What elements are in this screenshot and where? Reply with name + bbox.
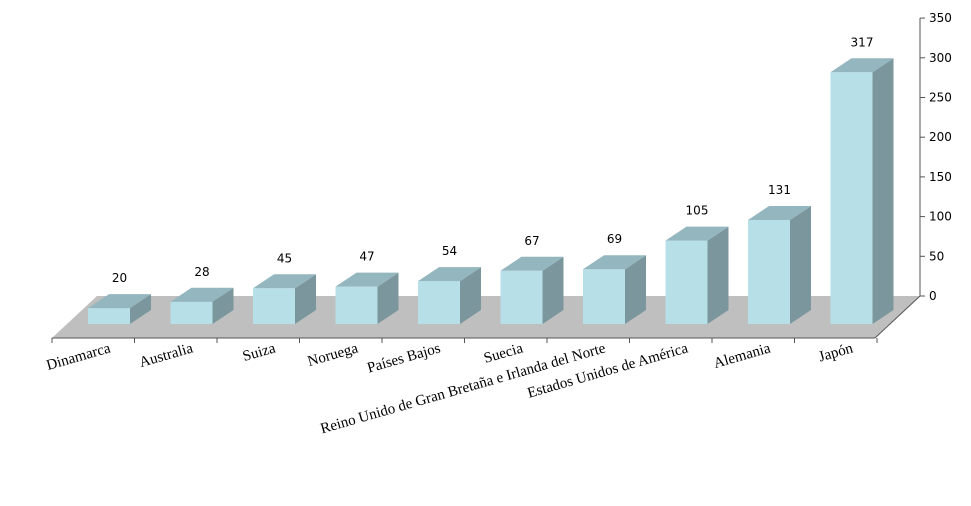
bar — [418, 267, 481, 324]
bar-front — [830, 72, 873, 324]
data-label: 131 — [768, 183, 791, 197]
bar-top — [665, 226, 729, 241]
y-tick-label: 150 — [929, 170, 952, 184]
y-tick-label: 200 — [929, 130, 952, 144]
bar-side — [790, 205, 811, 324]
bar — [500, 256, 564, 324]
bar-side — [872, 58, 894, 324]
bar-side — [377, 272, 399, 324]
data-label: 28 — [194, 265, 209, 279]
data-labels-group: 20 28 45 47 54 67 69 105 131 317 — [112, 35, 874, 285]
bar-side — [212, 287, 234, 324]
bar-front — [500, 270, 543, 324]
bar-top — [500, 256, 564, 271]
category-label: Suiza — [241, 340, 278, 365]
bar-front — [170, 301, 213, 324]
category-label: Alemania — [712, 340, 773, 372]
category-label: Australia — [138, 340, 196, 371]
bar-side — [130, 294, 151, 324]
bar-front — [88, 308, 130, 324]
bar-top — [748, 205, 811, 220]
category-labels-group: Dinamarca Australia Suiza Noruega Países Baj… — [45, 340, 856, 437]
data-label: 67 — [524, 234, 539, 248]
bar-side — [707, 226, 729, 324]
category-label: Noruega — [306, 340, 360, 370]
bar-top — [88, 294, 151, 309]
bar-side — [542, 256, 564, 324]
bar-front — [748, 219, 790, 324]
bar-front — [253, 288, 295, 324]
data-label: 317 — [851, 35, 874, 49]
y-tick-label: 0 — [929, 289, 937, 303]
bar — [665, 226, 729, 324]
bar — [583, 255, 646, 324]
bar-front — [418, 281, 460, 324]
category-label: Japón — [817, 340, 856, 365]
bar-top — [170, 287, 234, 302]
x-axis-ticks — [51, 338, 878, 343]
data-label: 54 — [442, 244, 457, 258]
bar-side — [460, 267, 481, 324]
bar-side — [625, 255, 646, 324]
data-label: 20 — [112, 271, 127, 285]
category-label: Países Bajos — [365, 340, 442, 376]
bar-top — [253, 274, 316, 289]
category-label: Dinamarca — [45, 340, 113, 374]
y-tick-label: 250 — [929, 91, 952, 105]
bars-group — [88, 58, 894, 324]
y-tick-label: 100 — [929, 210, 952, 224]
y-tick-label: 50 — [929, 249, 944, 263]
bar-top — [830, 58, 894, 73]
bar-front — [335, 286, 378, 324]
data-label: 69 — [607, 232, 622, 246]
bar — [748, 205, 811, 324]
bar-front — [665, 240, 708, 324]
bar-top — [418, 267, 481, 282]
y-tick-label: 300 — [929, 51, 952, 65]
y-tick-label: 350 — [929, 11, 952, 25]
bar — [88, 294, 151, 324]
bar — [830, 58, 894, 324]
bar-top — [335, 272, 399, 287]
y-axis: 0 50 100 150 200 250 300 350 — [920, 11, 952, 303]
bar-front — [583, 269, 625, 324]
bar — [253, 274, 316, 324]
data-label: 105 — [686, 204, 709, 218]
bar — [170, 287, 234, 324]
bar-side — [295, 274, 316, 324]
data-label: 45 — [277, 251, 292, 265]
x-axis-depth-line — [874, 295, 921, 339]
data-label: 47 — [359, 250, 374, 264]
category-label: Suecia — [482, 340, 525, 366]
bar-top — [583, 255, 646, 270]
bar — [335, 272, 399, 324]
